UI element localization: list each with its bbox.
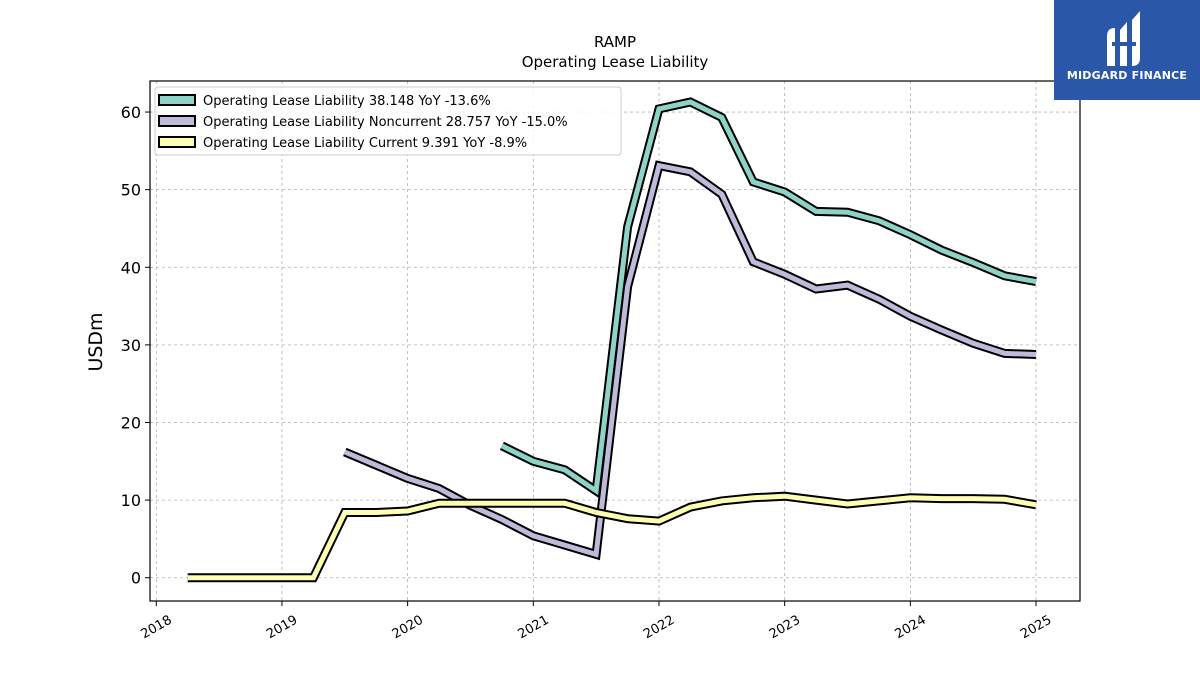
series-line <box>187 493 1037 581</box>
chart-subtitle: Operating Lease Liability <box>522 53 709 71</box>
legend-label: Operating Lease Liability Current 9.391 … <box>203 136 527 151</box>
y-tick-label: 10 <box>121 491 141 510</box>
plot-area-frame <box>149 80 1081 602</box>
brand-name: MIDGARD FINANCE <box>1066 69 1188 82</box>
y-tick-label: 0 <box>131 569 141 588</box>
legend: Operating Lease Liability 38.148 YoY -13… <box>154 86 622 156</box>
x-tick-label: 2020 <box>390 613 426 643</box>
x-tick-label: 2025 <box>1018 613 1054 643</box>
legend-swatch <box>158 115 196 127</box>
legend-box <box>154 86 622 156</box>
series-line-outline <box>499 97 1037 499</box>
y-tick-label: 30 <box>121 336 141 355</box>
series-line <box>500 99 1037 496</box>
series-layer <box>187 97 1037 583</box>
x-tick-label: 2023 <box>767 613 803 643</box>
legend-label: Operating Lease Liability Noncurrent 28.… <box>203 115 568 130</box>
legend-swatch <box>158 136 196 148</box>
brand-logo: MIDGARD FINANCE <box>1054 0 1200 100</box>
x-tick-label: 2018 <box>138 613 174 643</box>
x-tick-label: 2024 <box>893 613 929 643</box>
legend-label: Operating Lease Liability 38.148 YoY -13… <box>203 94 491 109</box>
x-tick-label: 2021 <box>515 613 551 643</box>
legend-swatch <box>158 94 196 106</box>
y-tick-label: 20 <box>121 413 141 432</box>
x-tick-label: 2022 <box>641 613 677 643</box>
y-axis-label: USDm <box>85 312 107 371</box>
brand-logo-mark <box>1054 0 1200 100</box>
series-1 <box>499 97 1037 499</box>
y-axis: 0 10 20 30 40 50 60 <box>121 103 150 588</box>
chart-title: RAMP <box>594 33 636 51</box>
x-tick-label: 2019 <box>264 613 300 643</box>
x-axis: 2018 2019 2020 2021 2022 2023 2024 2025 <box>138 601 1054 642</box>
series-3 <box>187 491 1037 583</box>
y-tick-label: 40 <box>121 258 141 277</box>
y-tick-label: 50 <box>121 181 141 200</box>
y-tick-label: 60 <box>121 103 141 122</box>
series-line-outline <box>187 491 1037 583</box>
